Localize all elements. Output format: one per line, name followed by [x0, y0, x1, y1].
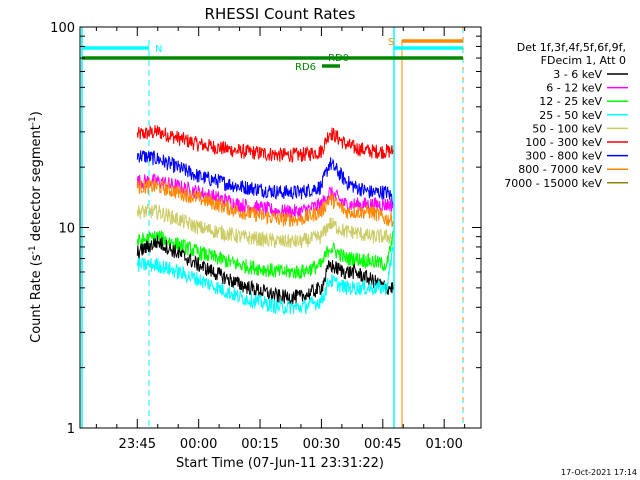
legend-header-line-1: Det 1f,3f,4f,5f,6f,9f,: [517, 41, 626, 54]
legend-entry-label: 800 - 7000 keV: [518, 163, 602, 176]
x-tick-label: 00:00: [180, 437, 217, 452]
timestamp: 17-Oct-2021 17:14: [561, 468, 637, 477]
series-line-1: [136, 150, 394, 205]
y-tick-label: 1: [67, 422, 75, 437]
series-line-2: [136, 173, 394, 220]
legend-entry-label: 300 - 800 keV: [525, 150, 602, 163]
x-tick-label: 23:45: [119, 437, 156, 452]
legend-header-line-2: FDecim 1, Att 0: [541, 54, 626, 67]
annotation-lines: N RD0 RD6 S: [81, 27, 464, 428]
y-axis-label: Count Rate (s-1 detector segment-1): [28, 111, 44, 343]
series-line-0: [136, 124, 394, 163]
series-line-6: [136, 235, 394, 305]
legend-entry-label: 6 - 12 keV: [546, 82, 602, 95]
y-tick-label: 10: [58, 222, 75, 237]
axis-ticks: 23:45 00:00 00:15 00:30 00:45 01:00 1 10 100: [50, 21, 481, 452]
legend-entry-label: 12 - 25 keV: [539, 95, 602, 108]
marker-label-rd6: RD6: [295, 62, 316, 73]
series-line-3: [136, 179, 394, 228]
x-tick-label: 00:15: [241, 437, 278, 452]
legend-entry-label: 3 - 6 keV: [553, 68, 602, 81]
series-line-5: [136, 230, 394, 279]
legend: Det 1f,3f,4f,5f,6f,9f, FDecim 1, Att 0 3…: [504, 41, 628, 190]
legend-entry-label: 25 - 50 keV: [539, 109, 602, 122]
marker-label-rd0: RD0: [328, 53, 349, 64]
legend-entry-label: 7000 - 15000 keV: [504, 177, 602, 190]
marker-label-s: S: [388, 37, 394, 48]
y-tick-label: 100: [50, 21, 75, 36]
x-axis-label: Start Time (07-Jun-11 23:31:22): [176, 456, 384, 471]
series-line-4: [136, 204, 394, 249]
x-tick-label: 00:45: [364, 437, 401, 452]
series-line-7: [136, 246, 394, 315]
legend-entry-label: 50 - 100 keV: [532, 122, 602, 135]
legend-entry-label: 100 - 300 keV: [525, 136, 602, 149]
chart-title: RHESSI Count Rates: [205, 5, 356, 23]
x-tick-label: 01:00: [425, 437, 462, 452]
plot-frame: [79, 26, 482, 429]
series-layer: [136, 124, 394, 315]
x-tick-label: 00:30: [303, 437, 340, 452]
marker-label-n: N: [155, 44, 162, 55]
